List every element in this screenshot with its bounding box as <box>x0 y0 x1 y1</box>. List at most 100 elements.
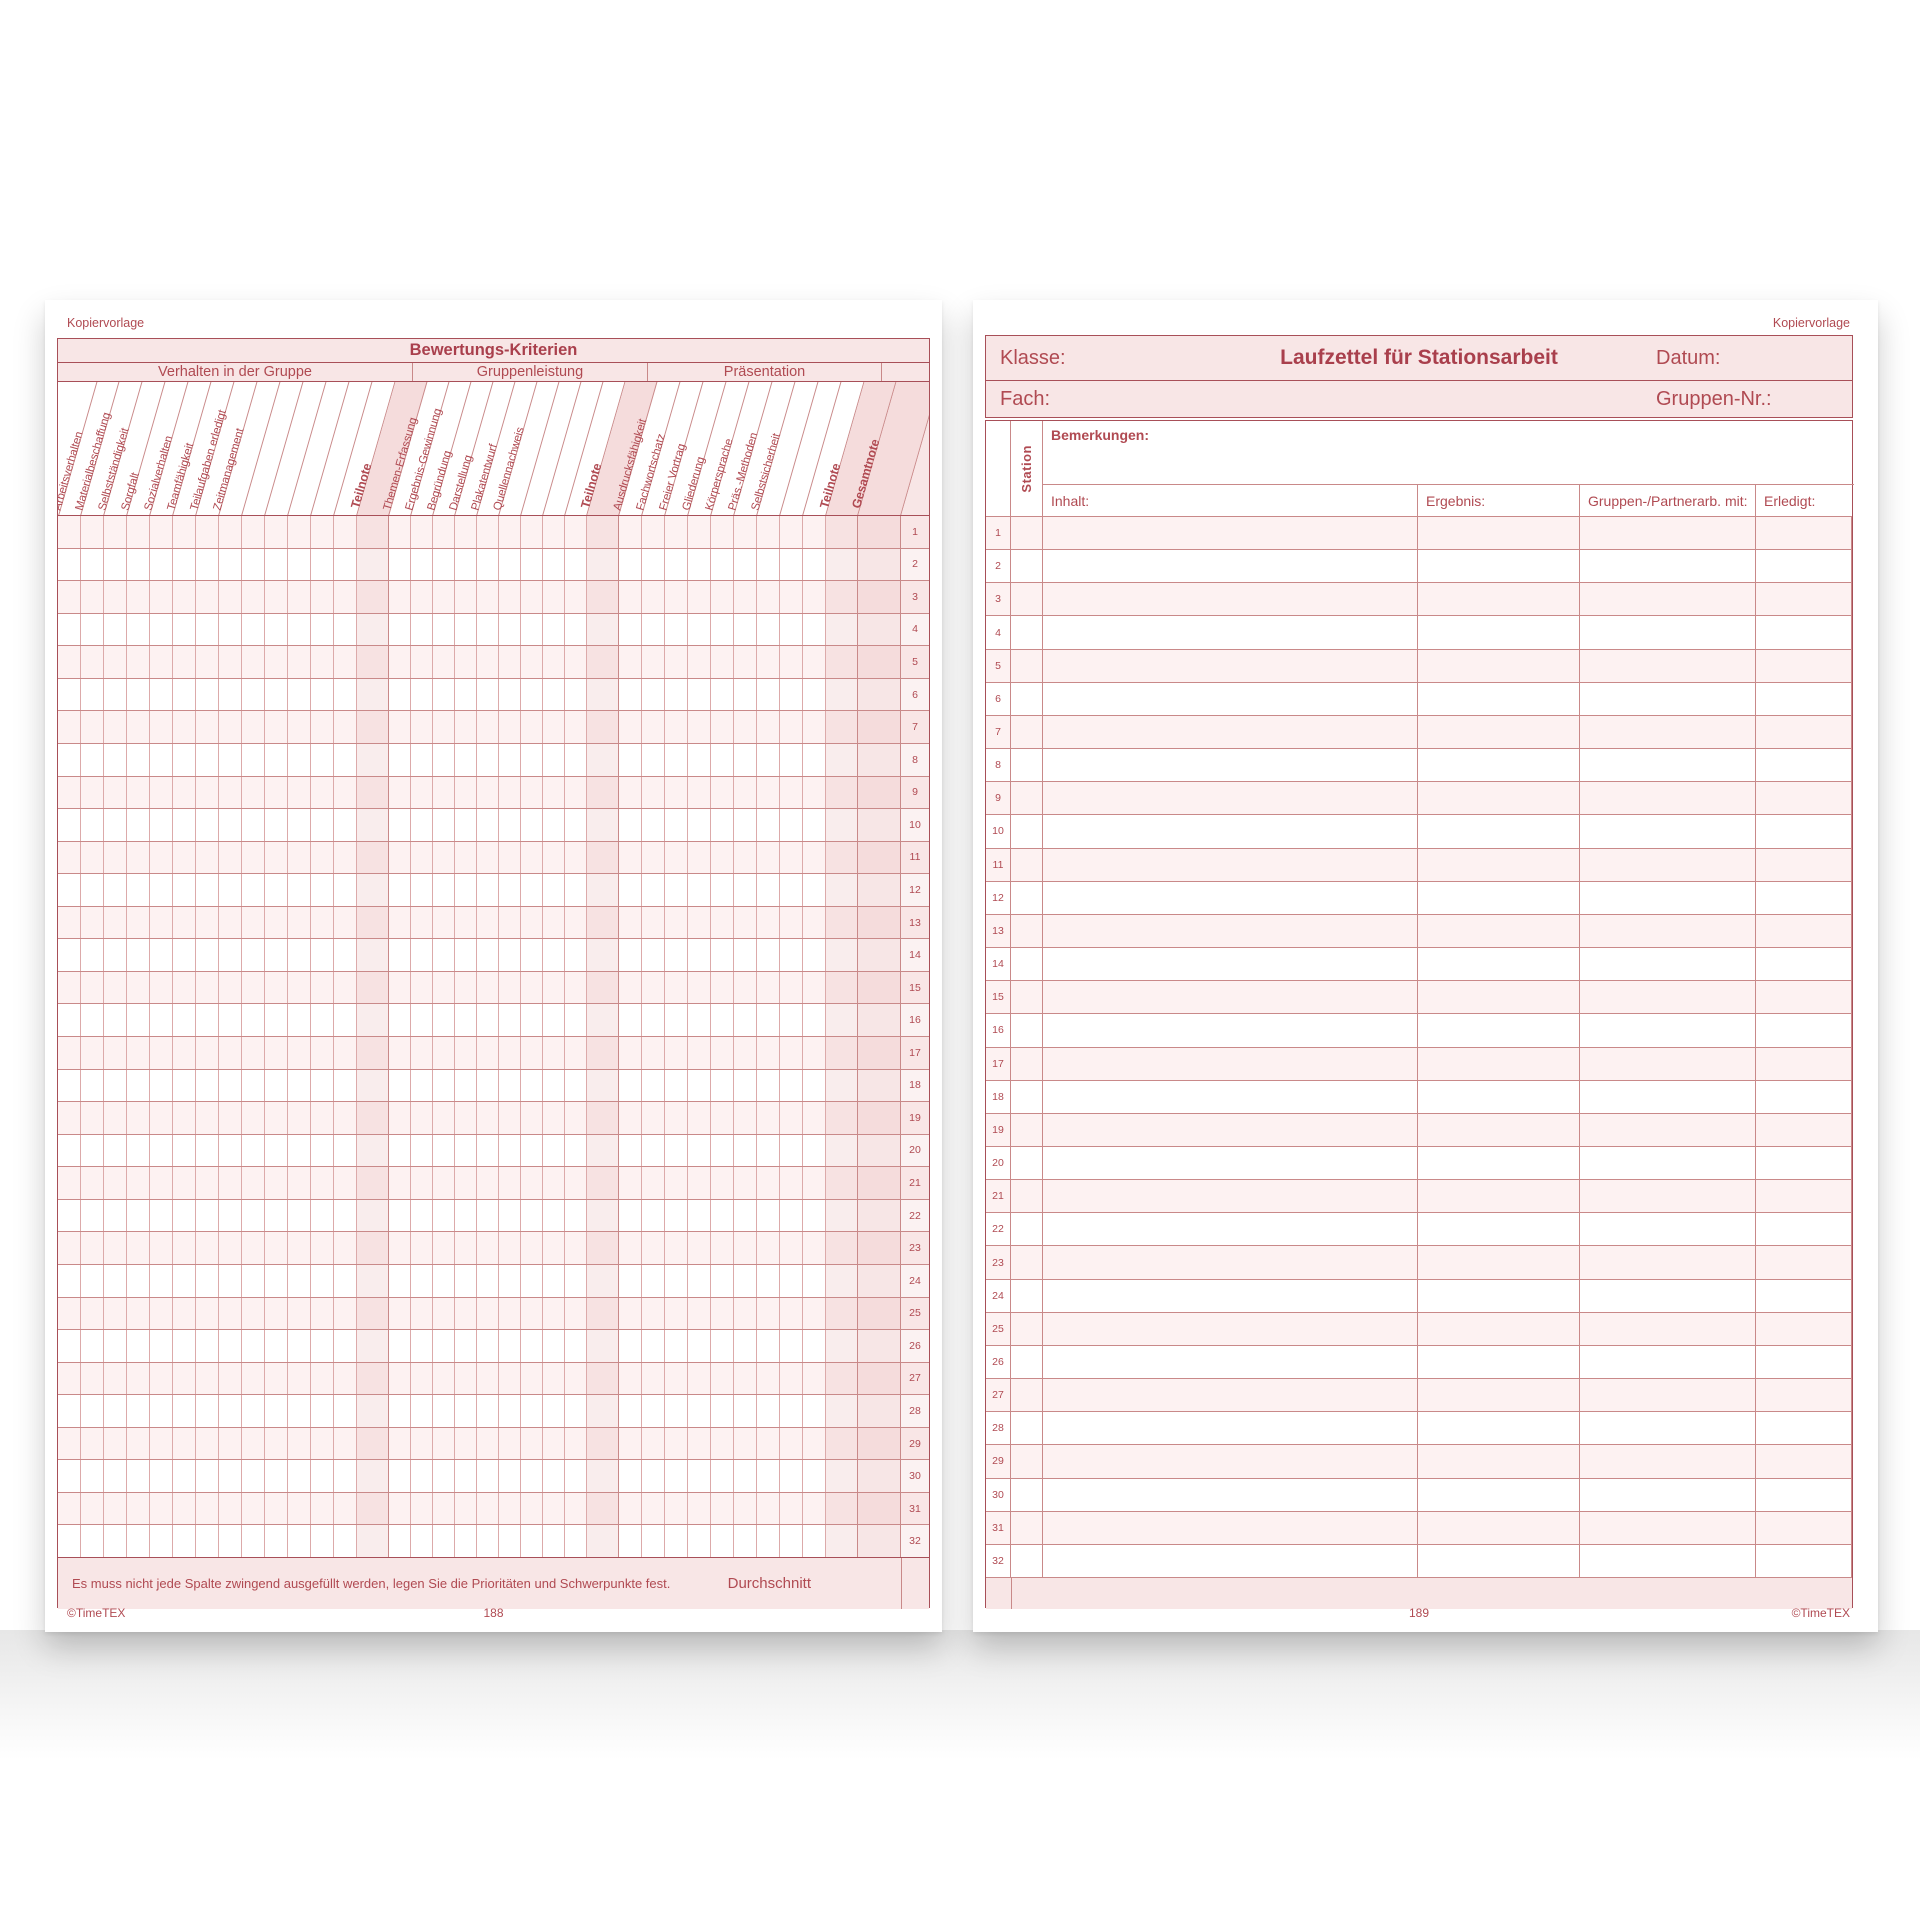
grade-cell <box>104 743 127 776</box>
grade-cell <box>411 841 433 874</box>
grade-cell <box>81 1362 104 1395</box>
station-spacer-cell <box>1011 1213 1043 1246</box>
row-number: 9 <box>901 776 929 809</box>
row-number: 23 <box>901 1232 929 1264</box>
grade-cell <box>150 678 173 711</box>
subtotal-cell <box>826 548 858 581</box>
grade-cell <box>642 1525 665 1557</box>
subtotal-cell <box>587 1362 619 1395</box>
done-cell <box>1756 583 1852 616</box>
subtotal-cell <box>826 1199 858 1232</box>
grade-cell <box>265 1199 288 1232</box>
grade-cell <box>334 1525 357 1557</box>
grade-cell <box>196 1199 219 1232</box>
grade-cell <box>757 1102 780 1134</box>
subtotal-cell <box>357 1492 389 1525</box>
subtotal-cell <box>826 971 858 1004</box>
grade-cell <box>665 809 688 841</box>
grade-cell <box>433 646 455 678</box>
total-cell <box>858 1004 901 1036</box>
result-cell <box>1418 1146 1580 1180</box>
grade-cell <box>411 1525 433 1557</box>
grade-cell <box>521 874 543 906</box>
grade-cell <box>521 841 543 874</box>
subtotal-cell <box>357 1004 389 1036</box>
grade-cell <box>334 809 357 841</box>
grade-cell <box>711 581 734 613</box>
grade-cell <box>219 939 242 971</box>
grade-cell <box>433 1199 455 1232</box>
subtotal-cell <box>587 1167 619 1199</box>
grade-cell <box>104 613 127 646</box>
grade-cell <box>311 548 334 581</box>
grade-cell <box>58 743 81 776</box>
grade-cell <box>642 1395 665 1427</box>
grade-cell <box>543 1199 565 1232</box>
grade-cell <box>311 1167 334 1199</box>
grade-cell <box>619 1297 642 1330</box>
done-cell <box>1756 649 1852 682</box>
grade-cell <box>543 1330 565 1362</box>
grade-cell <box>803 971 826 1004</box>
table-bottom-band <box>986 1578 1852 1609</box>
grade-cell <box>543 906 565 939</box>
grade-cell <box>543 1492 565 1525</box>
grade-cell <box>219 1167 242 1199</box>
subtotal-cell <box>587 1525 619 1557</box>
subtotal-cell <box>826 1232 858 1264</box>
total-cell <box>858 1102 901 1134</box>
grade-cell <box>780 1427 803 1460</box>
grade-cell <box>173 1037 196 1069</box>
grade-cell <box>642 971 665 1004</box>
grade-cell <box>688 1297 711 1330</box>
grade-cell <box>734 1330 757 1362</box>
grade-cell <box>711 1297 734 1330</box>
grade-cell <box>150 1134 173 1167</box>
content-cell <box>1043 1312 1418 1345</box>
grade-cell <box>265 1134 288 1167</box>
grade-cell <box>411 516 433 548</box>
grade-cell <box>242 1492 265 1525</box>
grade-cell <box>433 1102 455 1134</box>
grade-cell <box>757 613 780 646</box>
grade-cell <box>389 1037 411 1069</box>
partner-cell <box>1580 848 1756 881</box>
grade-cell <box>711 516 734 548</box>
grade-cell <box>389 971 411 1004</box>
grade-cell <box>711 1167 734 1199</box>
grade-cell <box>288 1330 311 1362</box>
grade-cell <box>757 1330 780 1362</box>
grade-cell <box>688 1069 711 1102</box>
subtotal-cell <box>357 874 389 906</box>
grade-cell <box>433 1395 455 1427</box>
subtotal-cell <box>826 1134 858 1167</box>
grade-cell <box>334 743 357 776</box>
subtotal-cell <box>357 971 389 1004</box>
grade-cell <box>242 1102 265 1134</box>
grade-cell <box>803 906 826 939</box>
grade-cell <box>196 1037 219 1069</box>
grade-cell <box>411 548 433 581</box>
grade-cell <box>543 1395 565 1427</box>
grade-cell <box>642 548 665 581</box>
partner-cell <box>1580 1180 1756 1213</box>
grade-cell <box>150 1362 173 1395</box>
grade-cell <box>642 874 665 906</box>
station-row: 22 <box>986 1213 1852 1247</box>
grade-cell <box>389 646 411 678</box>
grade-cell <box>219 1297 242 1330</box>
grade-cell <box>455 906 477 939</box>
grade-cell <box>411 906 433 939</box>
grade-cell <box>58 646 81 678</box>
subtotal-cell <box>357 1102 389 1134</box>
grade-cell <box>780 1525 803 1557</box>
grade-row: 31 <box>58 1492 929 1526</box>
subtotal-cell <box>357 776 389 809</box>
subtotal-cell <box>826 581 858 613</box>
grade-cell <box>389 874 411 906</box>
total-cell <box>858 1330 901 1362</box>
grade-cell <box>265 971 288 1004</box>
group-number-label: Gruppen-Nr.: <box>1656 387 1772 410</box>
grade-cell <box>311 841 334 874</box>
grade-cell <box>173 711 196 743</box>
